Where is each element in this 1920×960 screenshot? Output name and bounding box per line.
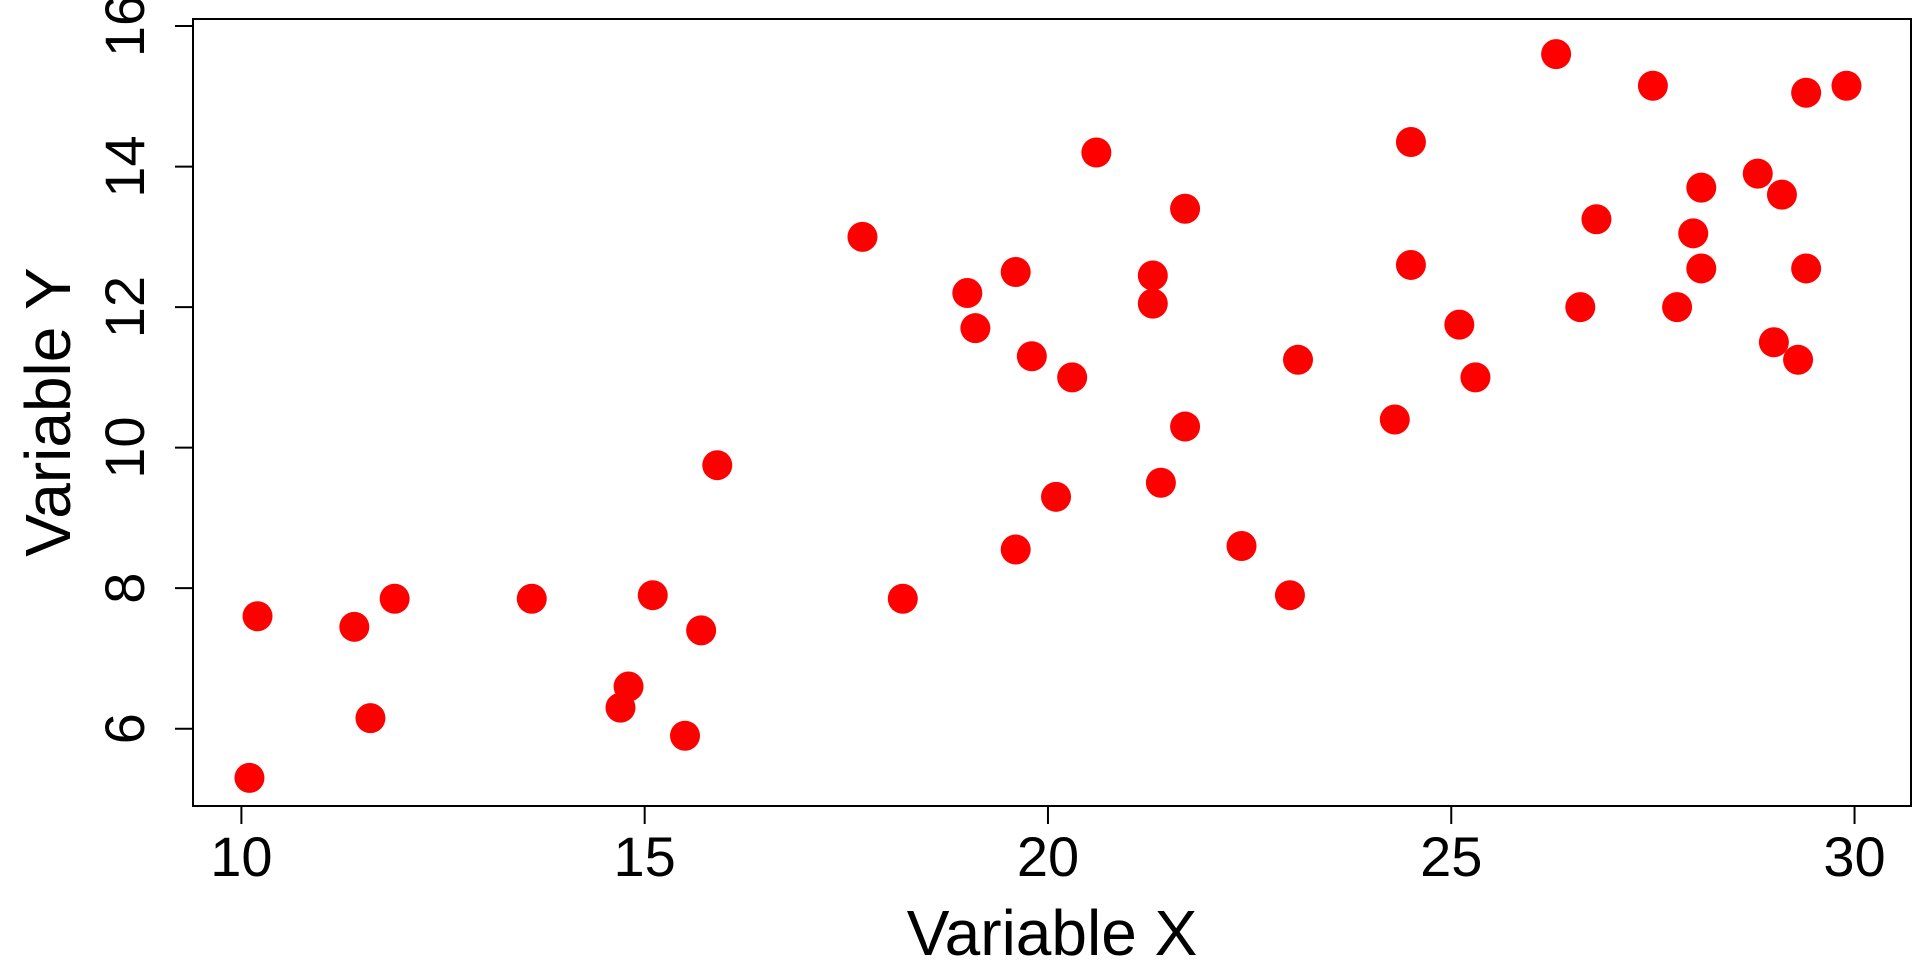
data-point	[1170, 193, 1201, 224]
data-point	[887, 583, 918, 614]
data-point	[1565, 292, 1596, 323]
data-point	[1686, 172, 1717, 203]
data-point	[1758, 327, 1789, 358]
y-tick-label: 10	[93, 416, 156, 478]
data-point	[234, 762, 265, 793]
data-point	[1791, 77, 1822, 108]
data-point	[1637, 70, 1668, 101]
data-point	[1742, 158, 1773, 189]
data-point	[1226, 531, 1257, 562]
data-point	[339, 611, 370, 642]
data-point	[1686, 253, 1717, 284]
data-point	[1057, 362, 1088, 393]
data-point	[1379, 404, 1410, 435]
y-axis: 6 8 10 12 14 16	[93, 0, 194, 744]
data-point	[1444, 309, 1475, 340]
data-points	[234, 39, 1862, 793]
data-point	[702, 450, 733, 481]
data-point	[670, 720, 701, 751]
data-point	[637, 580, 668, 611]
y-tick-label: 6	[93, 713, 156, 744]
data-point	[686, 615, 717, 646]
y-tick-label: 12	[93, 276, 156, 338]
data-point	[1766, 179, 1797, 210]
data-point	[1000, 256, 1031, 287]
data-point	[242, 601, 273, 632]
y-tick-label: 16	[93, 0, 156, 57]
data-point	[1016, 341, 1047, 372]
data-point	[355, 703, 386, 734]
data-point	[1170, 411, 1201, 442]
y-tick-label: 14	[93, 135, 156, 197]
data-point	[1137, 288, 1168, 319]
data-point	[952, 278, 983, 309]
data-point	[1395, 249, 1426, 280]
data-point	[1662, 292, 1693, 323]
data-point	[1831, 70, 1862, 101]
x-tick-label: 10	[210, 825, 272, 888]
x-tick-label: 20	[1017, 825, 1079, 888]
data-point	[1041, 481, 1072, 512]
x-axis-title: Variable X	[907, 897, 1198, 960]
data-point	[1460, 362, 1491, 393]
data-point	[516, 583, 547, 614]
data-point	[1581, 204, 1612, 235]
data-point	[379, 583, 410, 614]
data-point	[1783, 344, 1814, 375]
data-point	[960, 313, 991, 344]
data-point	[1274, 580, 1305, 611]
data-point	[1000, 534, 1031, 565]
x-tick-label: 15	[614, 825, 676, 888]
data-point	[1081, 137, 1112, 168]
x-axis: 10 15 20 25 30	[210, 805, 1886, 888]
data-point	[613, 671, 644, 702]
y-tick-label: 8	[93, 573, 156, 604]
data-point	[1791, 253, 1822, 284]
x-tick-label: 25	[1420, 825, 1482, 888]
data-point	[1137, 260, 1168, 291]
data-point	[1395, 126, 1426, 157]
plot-frame	[192, 18, 1912, 807]
data-point	[1145, 467, 1176, 498]
data-point	[1541, 39, 1572, 70]
y-axis-title: Variable Y	[12, 267, 84, 556]
x-tick-label: 30	[1823, 825, 1885, 888]
data-point	[1678, 218, 1709, 249]
data-point	[1283, 344, 1314, 375]
data-point	[847, 221, 878, 252]
